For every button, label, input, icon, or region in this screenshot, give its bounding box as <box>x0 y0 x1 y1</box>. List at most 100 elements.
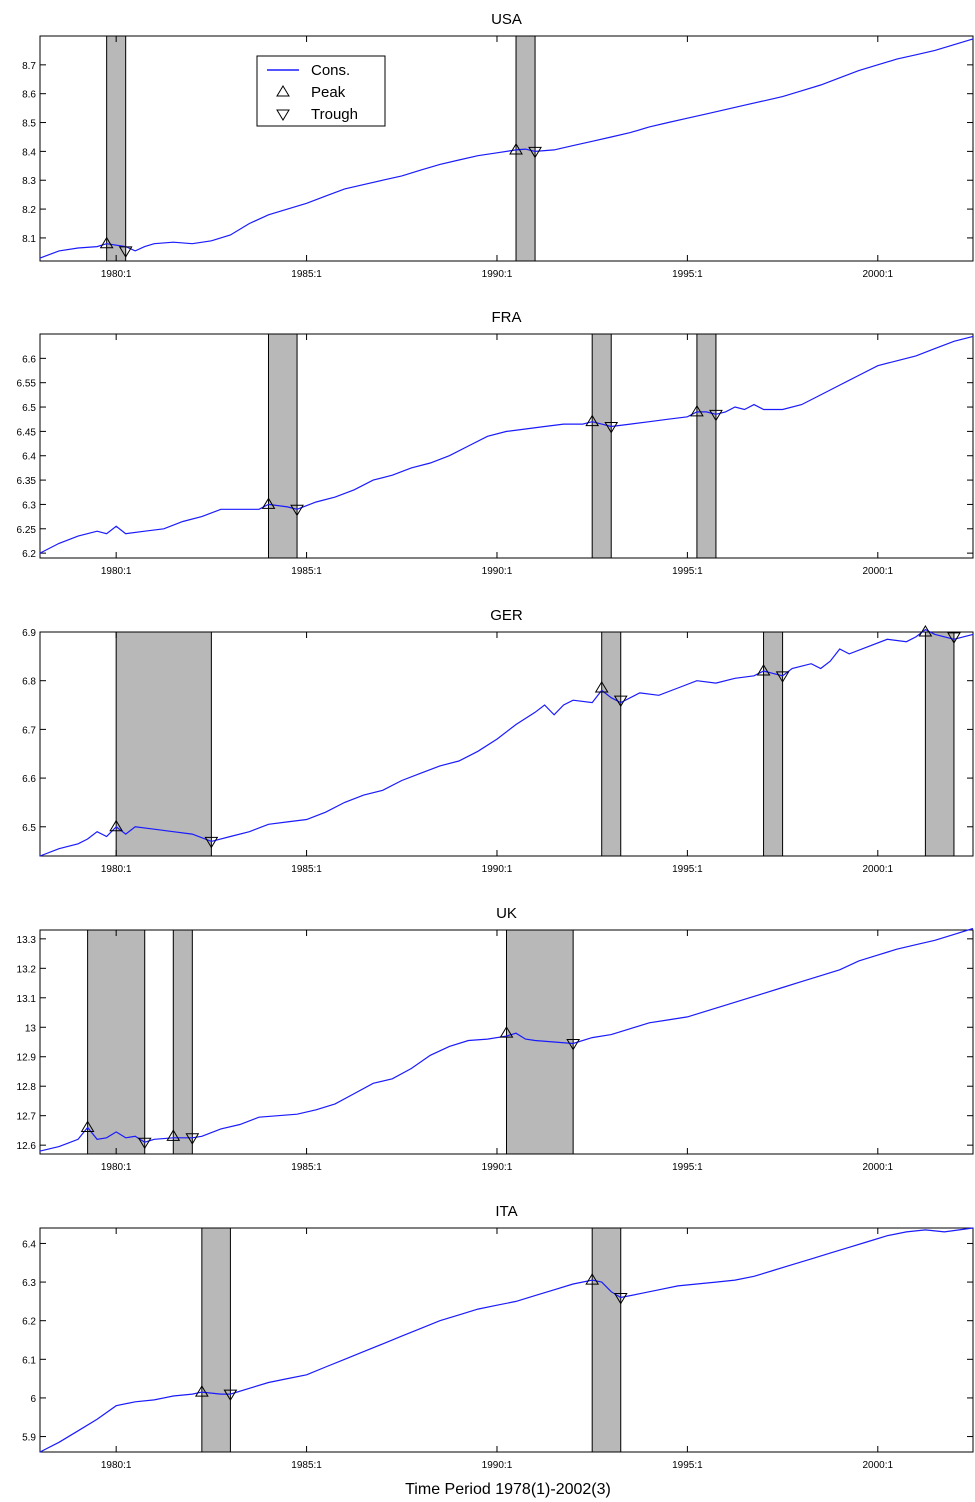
x-tick-label: 1995:1 <box>672 864 703 875</box>
y-tick-label: 6.2 <box>22 549 36 560</box>
y-tick-label: 6.5 <box>22 403 36 414</box>
x-tick-label: 2000:1 <box>862 864 893 875</box>
legend-label: Cons. <box>311 62 350 79</box>
recession-band <box>87 929 146 1155</box>
trough-marker <box>566 1038 581 1051</box>
y-tick-label: 6.45 <box>17 427 37 438</box>
y-tick-label: 6 <box>30 1394 36 1405</box>
legend-box <box>256 55 386 127</box>
series-line-cons <box>39 927 974 1152</box>
y-tick-label: 13.2 <box>17 964 37 975</box>
x-tick-label: 1980:1 <box>101 1460 132 1471</box>
trough-marker <box>709 409 723 422</box>
y-tick-label: 6.6 <box>22 354 36 365</box>
peak-marker <box>99 236 114 249</box>
y-tick-label: 13.3 <box>17 935 37 946</box>
panel-title: USA <box>491 11 522 28</box>
axes-frame <box>39 35 974 262</box>
y-tick-label: 6.6 <box>22 774 36 785</box>
panel-ger: GER 1980:1 1985:1 1990:1 1995:1 2000:1 6.5 6.6 6… <box>22 607 974 875</box>
x-tick-label: 2000:1 <box>862 269 893 280</box>
y-tick-label: 8.1 <box>22 234 36 245</box>
axes-frame <box>39 333 974 559</box>
y-tick-label: 8.6 <box>22 90 36 101</box>
y-tick-label: 6.4 <box>22 452 36 463</box>
y-tick-label: 6.4 <box>22 1239 36 1250</box>
y-tick-label: 6.35 <box>17 476 37 487</box>
x-tick-label: 1980:1 <box>101 566 132 577</box>
trough-marker <box>204 836 219 849</box>
y-tick-label: 6.3 <box>22 1278 36 1289</box>
panels: USA 1980:1 1985:1 1990:1 1995:1 2000:1 8.1 8.2 8… <box>17 11 974 1471</box>
recession-band <box>924 631 955 857</box>
peak-marker <box>594 681 609 693</box>
y-tick-label: 8.5 <box>22 119 36 130</box>
panel-usa: USA 1980:1 1985:1 1990:1 1995:1 2000:1 8.1 8.2 8… <box>22 11 974 280</box>
panel-uk: UK 1980:1 1985:1 1990:1 1995:1 2000:1 12.6 12.7… <box>17 905 974 1173</box>
peak-marker <box>585 1273 600 1285</box>
x-tick-label: 1985:1 <box>291 269 322 280</box>
y-tick-label: 6.25 <box>17 525 37 536</box>
x-tick-label: 1990:1 <box>482 566 513 577</box>
recession-band <box>267 333 298 559</box>
y-tick-label: 6.1 <box>22 1355 36 1366</box>
x-tick-label: 1995:1 <box>672 1460 703 1471</box>
recession-band <box>591 333 612 559</box>
x-tick-label: 1990:1 <box>482 864 513 875</box>
series-line-cons <box>39 628 974 857</box>
trough-marker <box>290 504 304 517</box>
x-tick-label: 2000:1 <box>862 1162 893 1173</box>
x-tick-label: 1980:1 <box>101 864 132 875</box>
y-tick-label: 6.5 <box>22 823 36 834</box>
panel-title: UK <box>496 905 517 922</box>
peak-marker <box>690 404 704 417</box>
y-tick-label: 8.4 <box>22 147 36 158</box>
peak-marker <box>918 625 933 637</box>
panel-title: FRA <box>492 309 522 326</box>
y-tick-label: 12.7 <box>17 1112 37 1123</box>
y-tick-label: 12.8 <box>17 1082 37 1093</box>
peak-marker <box>509 142 523 155</box>
y-tick-label: 6.8 <box>22 677 36 688</box>
recession-band <box>763 631 784 857</box>
x-tick-label: 1980:1 <box>101 269 132 280</box>
legend-label: Peak <box>311 84 346 101</box>
series-line-cons <box>39 38 974 259</box>
peak-marker <box>109 819 124 832</box>
trough-marker <box>118 246 133 258</box>
recession-band <box>601 631 622 857</box>
recession-band <box>115 631 212 857</box>
series-line-cons <box>39 335 974 554</box>
trough-marker <box>613 695 628 708</box>
y-tick-label: 5.9 <box>22 1433 36 1444</box>
x-tick-label: 1990:1 <box>482 1162 513 1173</box>
x-tick-label: 1985:1 <box>291 566 322 577</box>
trough-marker <box>185 1133 200 1145</box>
trough-marker <box>613 1293 628 1305</box>
trough-marker <box>775 671 790 683</box>
y-tick-label: 6.9 <box>22 628 36 639</box>
x-tick-label: 1980:1 <box>101 1162 132 1173</box>
x-tick-label: 1990:1 <box>482 1460 513 1471</box>
panel-title: GER <box>490 607 523 624</box>
recession-band <box>506 929 574 1155</box>
legend-peak-icon <box>276 85 290 97</box>
x-tick-label: 1985:1 <box>291 864 322 875</box>
peak-marker <box>261 497 276 509</box>
series-line-cons <box>39 1227 974 1453</box>
x-tick-label: 1985:1 <box>291 1460 322 1471</box>
x-tick-label: 1985:1 <box>291 1162 322 1173</box>
peak-marker <box>80 1120 95 1132</box>
axes-frame <box>39 929 974 1155</box>
y-tick-label: 6.2 <box>22 1317 36 1328</box>
x-tick-label: 1995:1 <box>672 1162 703 1173</box>
y-tick-label: 13.1 <box>17 994 37 1005</box>
axes-frame <box>39 1227 974 1453</box>
y-tick-label: 6.3 <box>22 500 36 511</box>
y-tick-label: 12.6 <box>17 1141 37 1152</box>
recession-band <box>696 333 717 559</box>
panel-title: ITA <box>495 1203 517 1220</box>
trough-marker <box>528 146 542 159</box>
x-axis-label: Time Period 1978(1)-2002(3) <box>405 1481 611 1498</box>
